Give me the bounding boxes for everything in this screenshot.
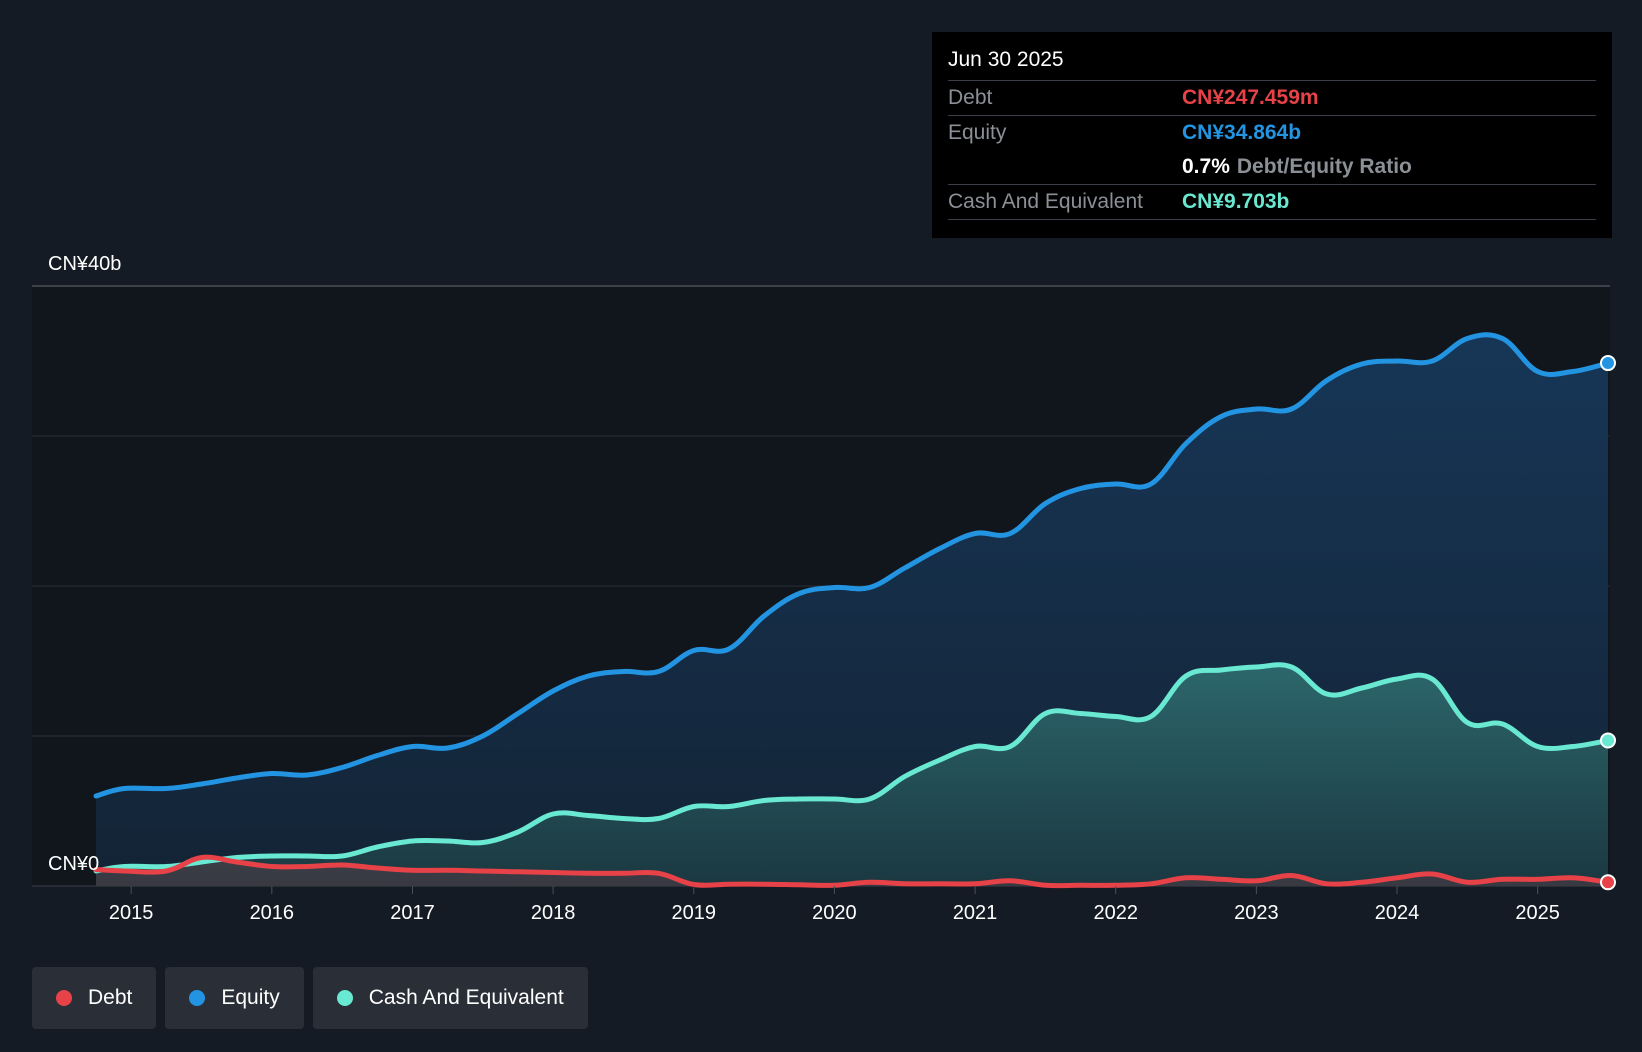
x-axis-ticks: 2015 2016 2017 2018 2019 2020 2021 2022 2023 2024… bbox=[109, 886, 1560, 924]
legend-item-cash[interactable]: Cash And Equivalent bbox=[312, 967, 588, 1029]
tooltip-cash-row: Cash And Equivalent CN¥9.703b bbox=[948, 185, 1596, 220]
debt-area bbox=[96, 857, 1608, 886]
legend-label-cash: Cash And Equivalent bbox=[368, 986, 564, 1009]
tooltip-cash-value: CN¥9.703b bbox=[1182, 190, 1290, 213]
series-areas bbox=[96, 334, 1608, 886]
equity-dot-icon bbox=[189, 990, 206, 1006]
tooltip-equity-row: Equity CN¥34.864b bbox=[948, 116, 1596, 150]
equity-line bbox=[93, 332, 1611, 799]
x-tick-label-2017: 2017 bbox=[390, 902, 435, 924]
legend-item-equity[interactable]: Equity bbox=[165, 967, 304, 1029]
x-tick-label-2024: 2024 bbox=[1375, 902, 1420, 924]
x-tick-label-2023: 2023 bbox=[1234, 902, 1279, 924]
tooltip-date: Jun 30 2025 bbox=[948, 46, 1596, 81]
y-label-top: CN¥40b bbox=[48, 253, 121, 275]
tooltip-debt-row: Debt CN¥247.459m bbox=[948, 81, 1596, 116]
cash-endpoint[interactable] bbox=[1600, 732, 1616, 749]
x-tick-label-2018: 2018 bbox=[531, 902, 576, 924]
equity-endpoint[interactable] bbox=[1600, 355, 1616, 372]
series-lines bbox=[93, 332, 1611, 889]
cash-line bbox=[93, 662, 1611, 874]
legend: Debt Equity Cash And Equivalent bbox=[32, 967, 588, 1029]
tooltip-ratio-label: Debt/Equity Ratio bbox=[1236, 155, 1412, 178]
tooltip: Jun 30 2025 Debt CN¥247.459m Equity CN¥3… bbox=[932, 32, 1612, 238]
x-tick-label-2020: 2020 bbox=[812, 902, 857, 924]
x-tick-label-2025: 2025 bbox=[1515, 902, 1560, 924]
legend-label-equity: Equity bbox=[221, 986, 280, 1009]
series-endpoints bbox=[1600, 355, 1616, 891]
x-tick-label-2015: 2015 bbox=[109, 902, 154, 924]
tooltip-debt-label: Debt bbox=[948, 86, 993, 109]
tooltip-cash-label: Cash And Equivalent bbox=[948, 190, 1143, 213]
x-tick-label-2019: 2019 bbox=[672, 902, 717, 924]
tooltip-ratio-value: 0.7% bbox=[1182, 155, 1230, 178]
x-tick-label-2021: 2021 bbox=[953, 902, 998, 924]
x-tick-label-2016: 2016 bbox=[250, 902, 295, 924]
tooltip-debt-value: CN¥247.459m bbox=[1182, 86, 1319, 109]
debt-line bbox=[93, 854, 1611, 889]
cash-dot-icon bbox=[336, 990, 353, 1006]
debt-dot-icon bbox=[56, 990, 72, 1006]
tooltip-equity-value: CN¥34.864b bbox=[1182, 121, 1302, 144]
tooltip-ratio-row: 0.7% Debt/Equity Ratio bbox=[948, 150, 1596, 185]
cash-area bbox=[96, 664, 1608, 886]
legend-item-debt[interactable]: Debt bbox=[32, 967, 157, 1029]
legend-label-debt: Debt bbox=[88, 986, 133, 1009]
tooltip-equity-label: Equity bbox=[948, 121, 1007, 144]
x-tick-label-2022: 2022 bbox=[1093, 902, 1138, 924]
y-label-bottom: CN¥0 bbox=[48, 853, 99, 875]
debt-endpoint[interactable] bbox=[1600, 874, 1616, 891]
